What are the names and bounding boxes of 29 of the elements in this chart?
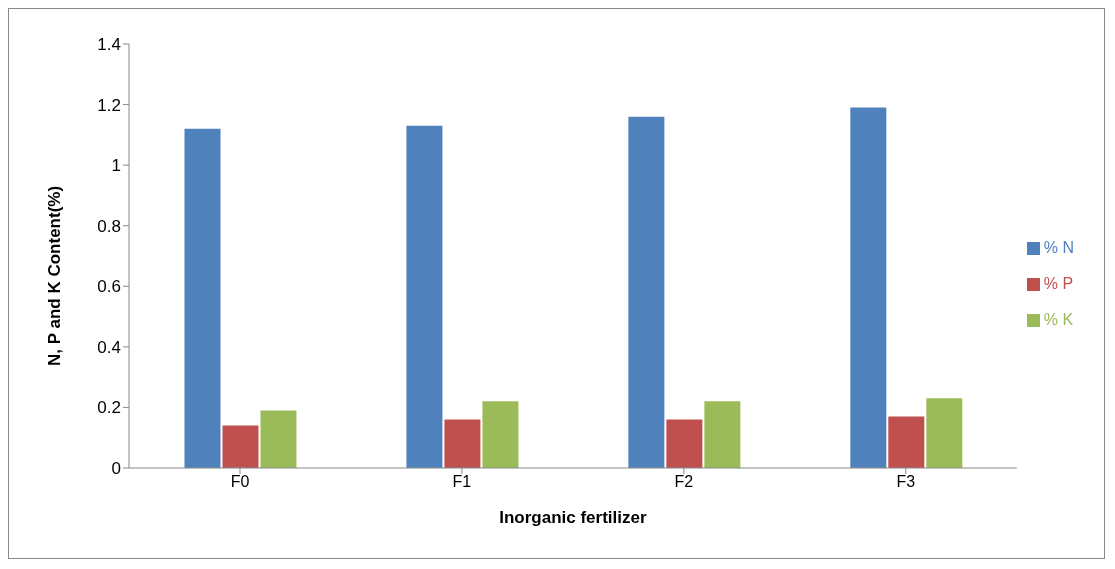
- bar: [184, 128, 221, 468]
- legend-label: % N: [1043, 238, 1074, 256]
- y-tick-label: 0.4: [97, 337, 121, 357]
- bar: [628, 116, 665, 468]
- y-tick-label: 1.2: [97, 95, 121, 115]
- bar: [222, 425, 259, 468]
- y-tick-label: 1.4: [97, 35, 121, 55]
- bar: [888, 416, 925, 468]
- legend-label: % K: [1043, 310, 1074, 328]
- bar: [926, 398, 963, 468]
- x-tick-label: F3: [896, 473, 916, 491]
- bar: [260, 410, 297, 468]
- bar: [850, 107, 887, 468]
- x-axis-title: Inorganic fertilizer: [499, 508, 647, 527]
- y-tick-label: 0: [111, 459, 121, 479]
- y-tick-label: 1: [111, 156, 121, 176]
- y-axis-title: N, P and K Content(%): [45, 185, 65, 366]
- legend-label: % P: [1043, 274, 1074, 292]
- x-tick-label: F1: [452, 473, 472, 491]
- x-tick-label: F0: [230, 473, 250, 491]
- bar: [666, 419, 703, 468]
- bar: [482, 401, 519, 468]
- x-tick-label: F2: [674, 473, 694, 491]
- y-tick-label: 0.8: [97, 216, 121, 236]
- y-tick-label: 0.2: [97, 398, 121, 418]
- bar: [406, 125, 443, 468]
- bar: [704, 401, 741, 468]
- y-tick-label: 0.6: [97, 277, 121, 297]
- bar: [444, 419, 481, 468]
